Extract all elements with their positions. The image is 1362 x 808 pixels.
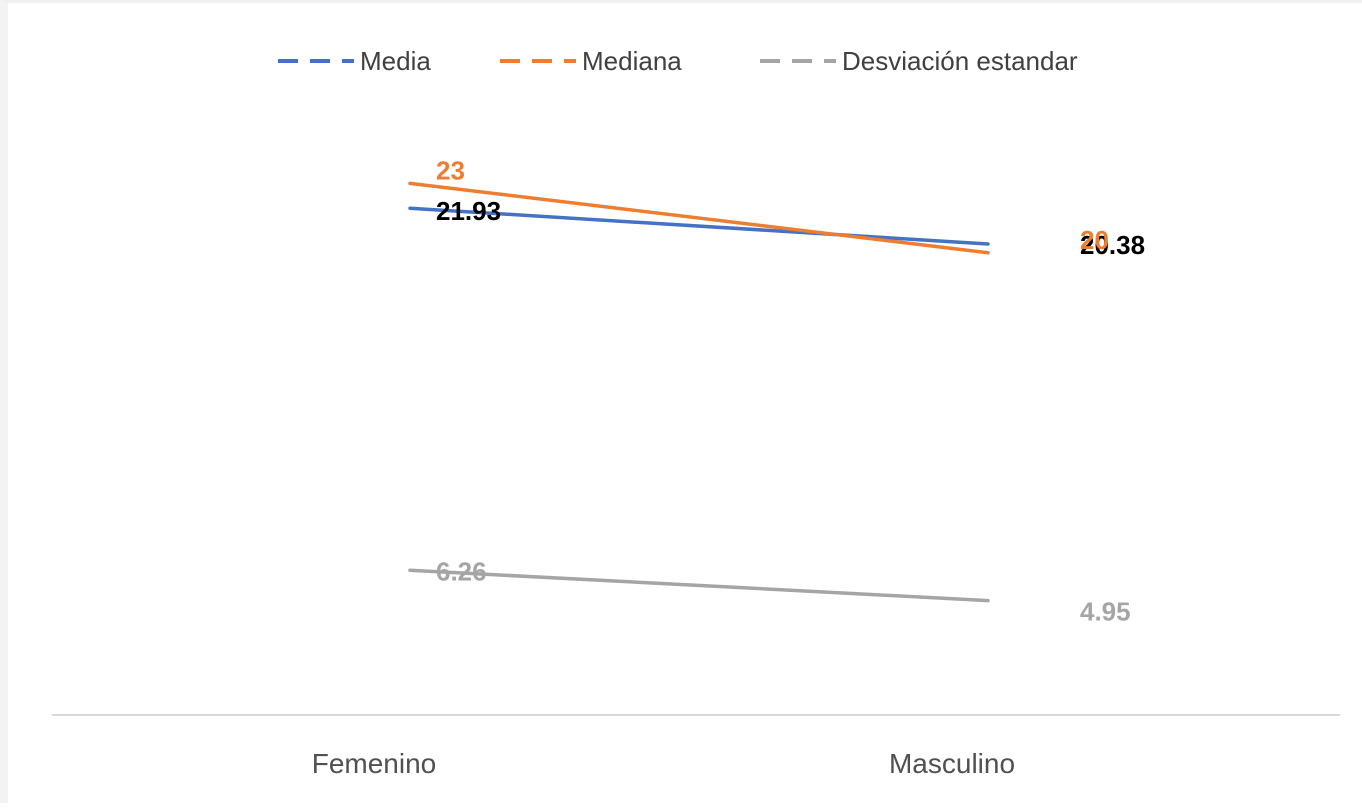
x-axis-tick-labels: Femenino Masculino	[312, 748, 1015, 779]
series-line-media	[408, 206, 990, 246]
data-label-desviacion-estandar-masculino: 4.95	[1080, 597, 1131, 627]
data-labels: 21.93 20.38 23 20 6.26 4.95	[436, 155, 1145, 626]
legend-label-media: Media	[360, 46, 431, 76]
legend-label-desviacion-estandar: Desviación estandar	[842, 46, 1078, 76]
x-tick-label-femenino: Femenino	[312, 748, 437, 779]
line-chart: Media Mediana Desviación estandar Femenino…	[52, 46, 1340, 779]
legend-label-mediana: Mediana	[582, 46, 682, 76]
data-label-desviacion-estandar-femenino: 6.26	[436, 556, 487, 586]
data-label-mediana-femenino: 23	[436, 155, 465, 185]
legend-item-media: Media	[278, 46, 431, 76]
data-label-media-masculino: 20.38	[1080, 230, 1145, 260]
series-line-mediana	[408, 181, 990, 255]
data-label-mediana-masculino: 20	[1080, 225, 1109, 255]
series-line-desviacion-estandar	[408, 568, 990, 603]
chart-legend: Media Mediana Desviación estandar	[278, 46, 1078, 76]
series-lines	[408, 181, 990, 603]
data-label-media-femenino: 21.93	[436, 196, 501, 226]
legend-item-mediana: Mediana	[500, 46, 682, 76]
legend-item-desviacion-estandar: Desviación estandar	[760, 46, 1078, 76]
x-tick-label-masculino: Masculino	[889, 748, 1015, 779]
